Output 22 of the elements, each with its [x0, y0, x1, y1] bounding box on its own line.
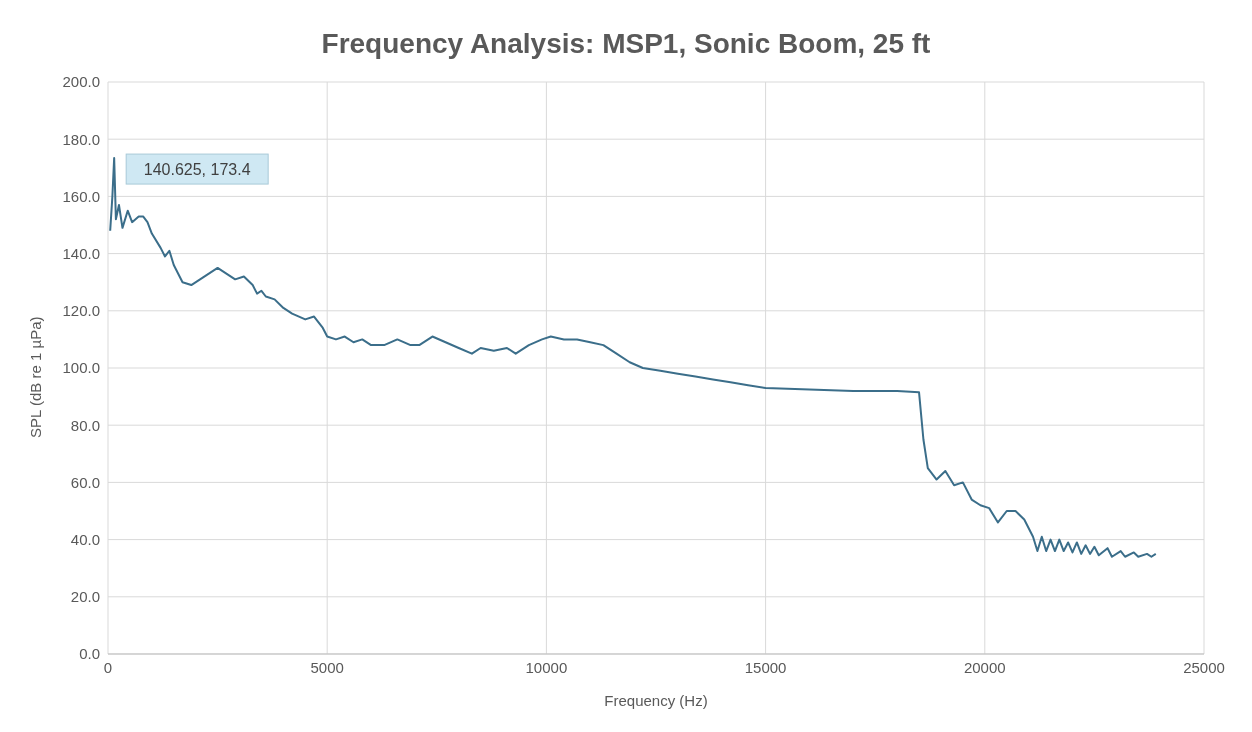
annotation: 140.625, 173.4: [143, 161, 251, 179]
y-tick-label: 140.0: [62, 244, 100, 262]
y-tick-label: 180.0: [62, 130, 100, 148]
x-tick-label: 25000: [1183, 658, 1225, 676]
y-tick-label: 200.0: [62, 73, 100, 91]
y-tick-label: 60.0: [70, 473, 100, 491]
x-tick-label: 0: [103, 658, 113, 676]
line-series: [109, 157, 1157, 558]
chart-title: Frequency Analysis: MSP1, Sonic Boom, 25 ft: [320, 27, 932, 61]
y-tick-label: 160.0: [62, 187, 100, 205]
y-tick-label: 20.0: [70, 588, 100, 606]
y-tick-label: 100.0: [62, 359, 100, 377]
y-tick-label: 80.0: [70, 416, 100, 434]
x-tick-label: 10000: [525, 658, 568, 676]
y-tick-label: 120.0: [62, 302, 100, 320]
y-tick-label: 0.0: [79, 645, 100, 663]
x-tick-label: 5000: [310, 658, 344, 676]
x-axis-title: Frequency (Hz): [604, 692, 708, 709]
y-tick-label: 40.0: [70, 530, 100, 548]
y-axis-title: SPL (dB re 1 µPa): [27, 316, 45, 438]
x-tick-label: 20000: [963, 658, 1006, 676]
x-tick-label: 15000: [744, 658, 787, 676]
